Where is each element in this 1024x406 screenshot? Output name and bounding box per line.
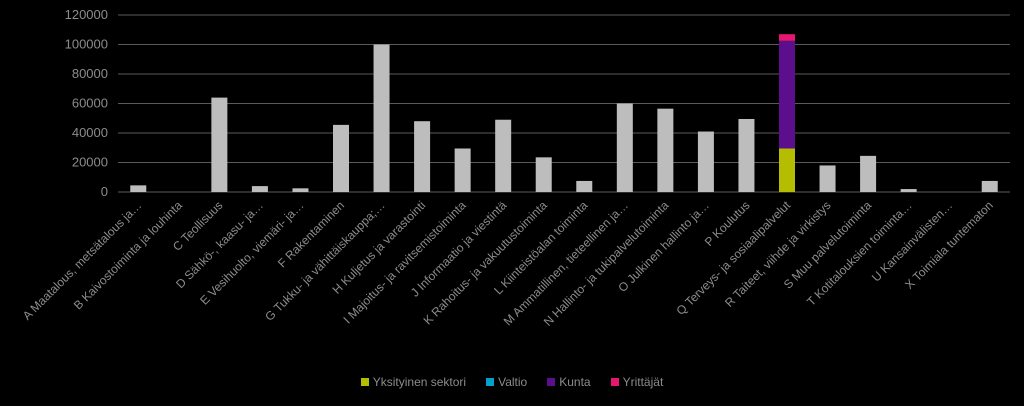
bars [130,34,998,192]
y-tick-label: 20000 [72,155,108,170]
legend-item-kunta: Kunta [547,375,591,389]
legend-item-yrittajat: Yrittäjät [610,375,664,389]
bar-3-series-4 [251,186,268,192]
y-tick-label: 80000 [72,66,108,81]
legend-label: Kunta [559,375,591,389]
y-tick-label: 60000 [72,96,108,111]
bar-13-series-4 [657,108,674,192]
x-axis-labels: A Maatalous, metsätalous ja…B Kaivostoim… [20,198,996,329]
bar-16-series-3 [779,34,795,41]
bar-11-series-4 [576,180,593,192]
y-tick-label: 100000 [65,37,108,52]
legend-swatch [610,378,619,386]
bar-9-series-4 [495,119,512,192]
legend-label: Yrittäjät [622,375,664,389]
y-tick-label: 40000 [72,125,108,140]
bar-15-series-4 [738,118,755,192]
legend-label: Yksityinen sektori [372,375,467,389]
bar-21-series-4 [981,180,998,192]
bar-8-series-4 [454,148,471,192]
bar-4-series-4 [292,188,309,192]
legend-swatch [360,378,369,386]
y-tick-label: 120000 [65,7,108,22]
bar-17-series-4 [819,165,836,192]
bar-16-series-2 [779,40,795,149]
y-tick-label: 0 [101,184,108,199]
bar-0-series-4 [130,185,147,192]
gridlines [118,14,1010,193]
bar-14-series-4 [697,131,714,192]
legend: Yksityinen sektori Valtio Kunta Yrittäjä… [0,375,1024,389]
legend-swatch [486,378,495,386]
bar-10-series-4 [535,157,552,192]
bar-5-series-4 [333,124,349,192]
y-axis-ticks: 0 20000 40000 60000 80000 100000 120000 [65,7,108,199]
bar-6-series-4 [373,44,390,192]
bar-16-series-0 [779,148,795,192]
bar-7-series-4 [414,121,431,192]
legend-item-yksityinen: Yksityinen sektori [360,375,467,389]
bar-12-series-4 [616,103,633,192]
legend-item-valtio: Valtio [486,375,527,389]
legend-swatch [547,378,556,386]
bar-18-series-4 [860,155,877,192]
bar-19-series-4 [900,189,917,192]
legend-label: Valtio [498,375,528,389]
bar-2-series-4 [211,97,228,192]
